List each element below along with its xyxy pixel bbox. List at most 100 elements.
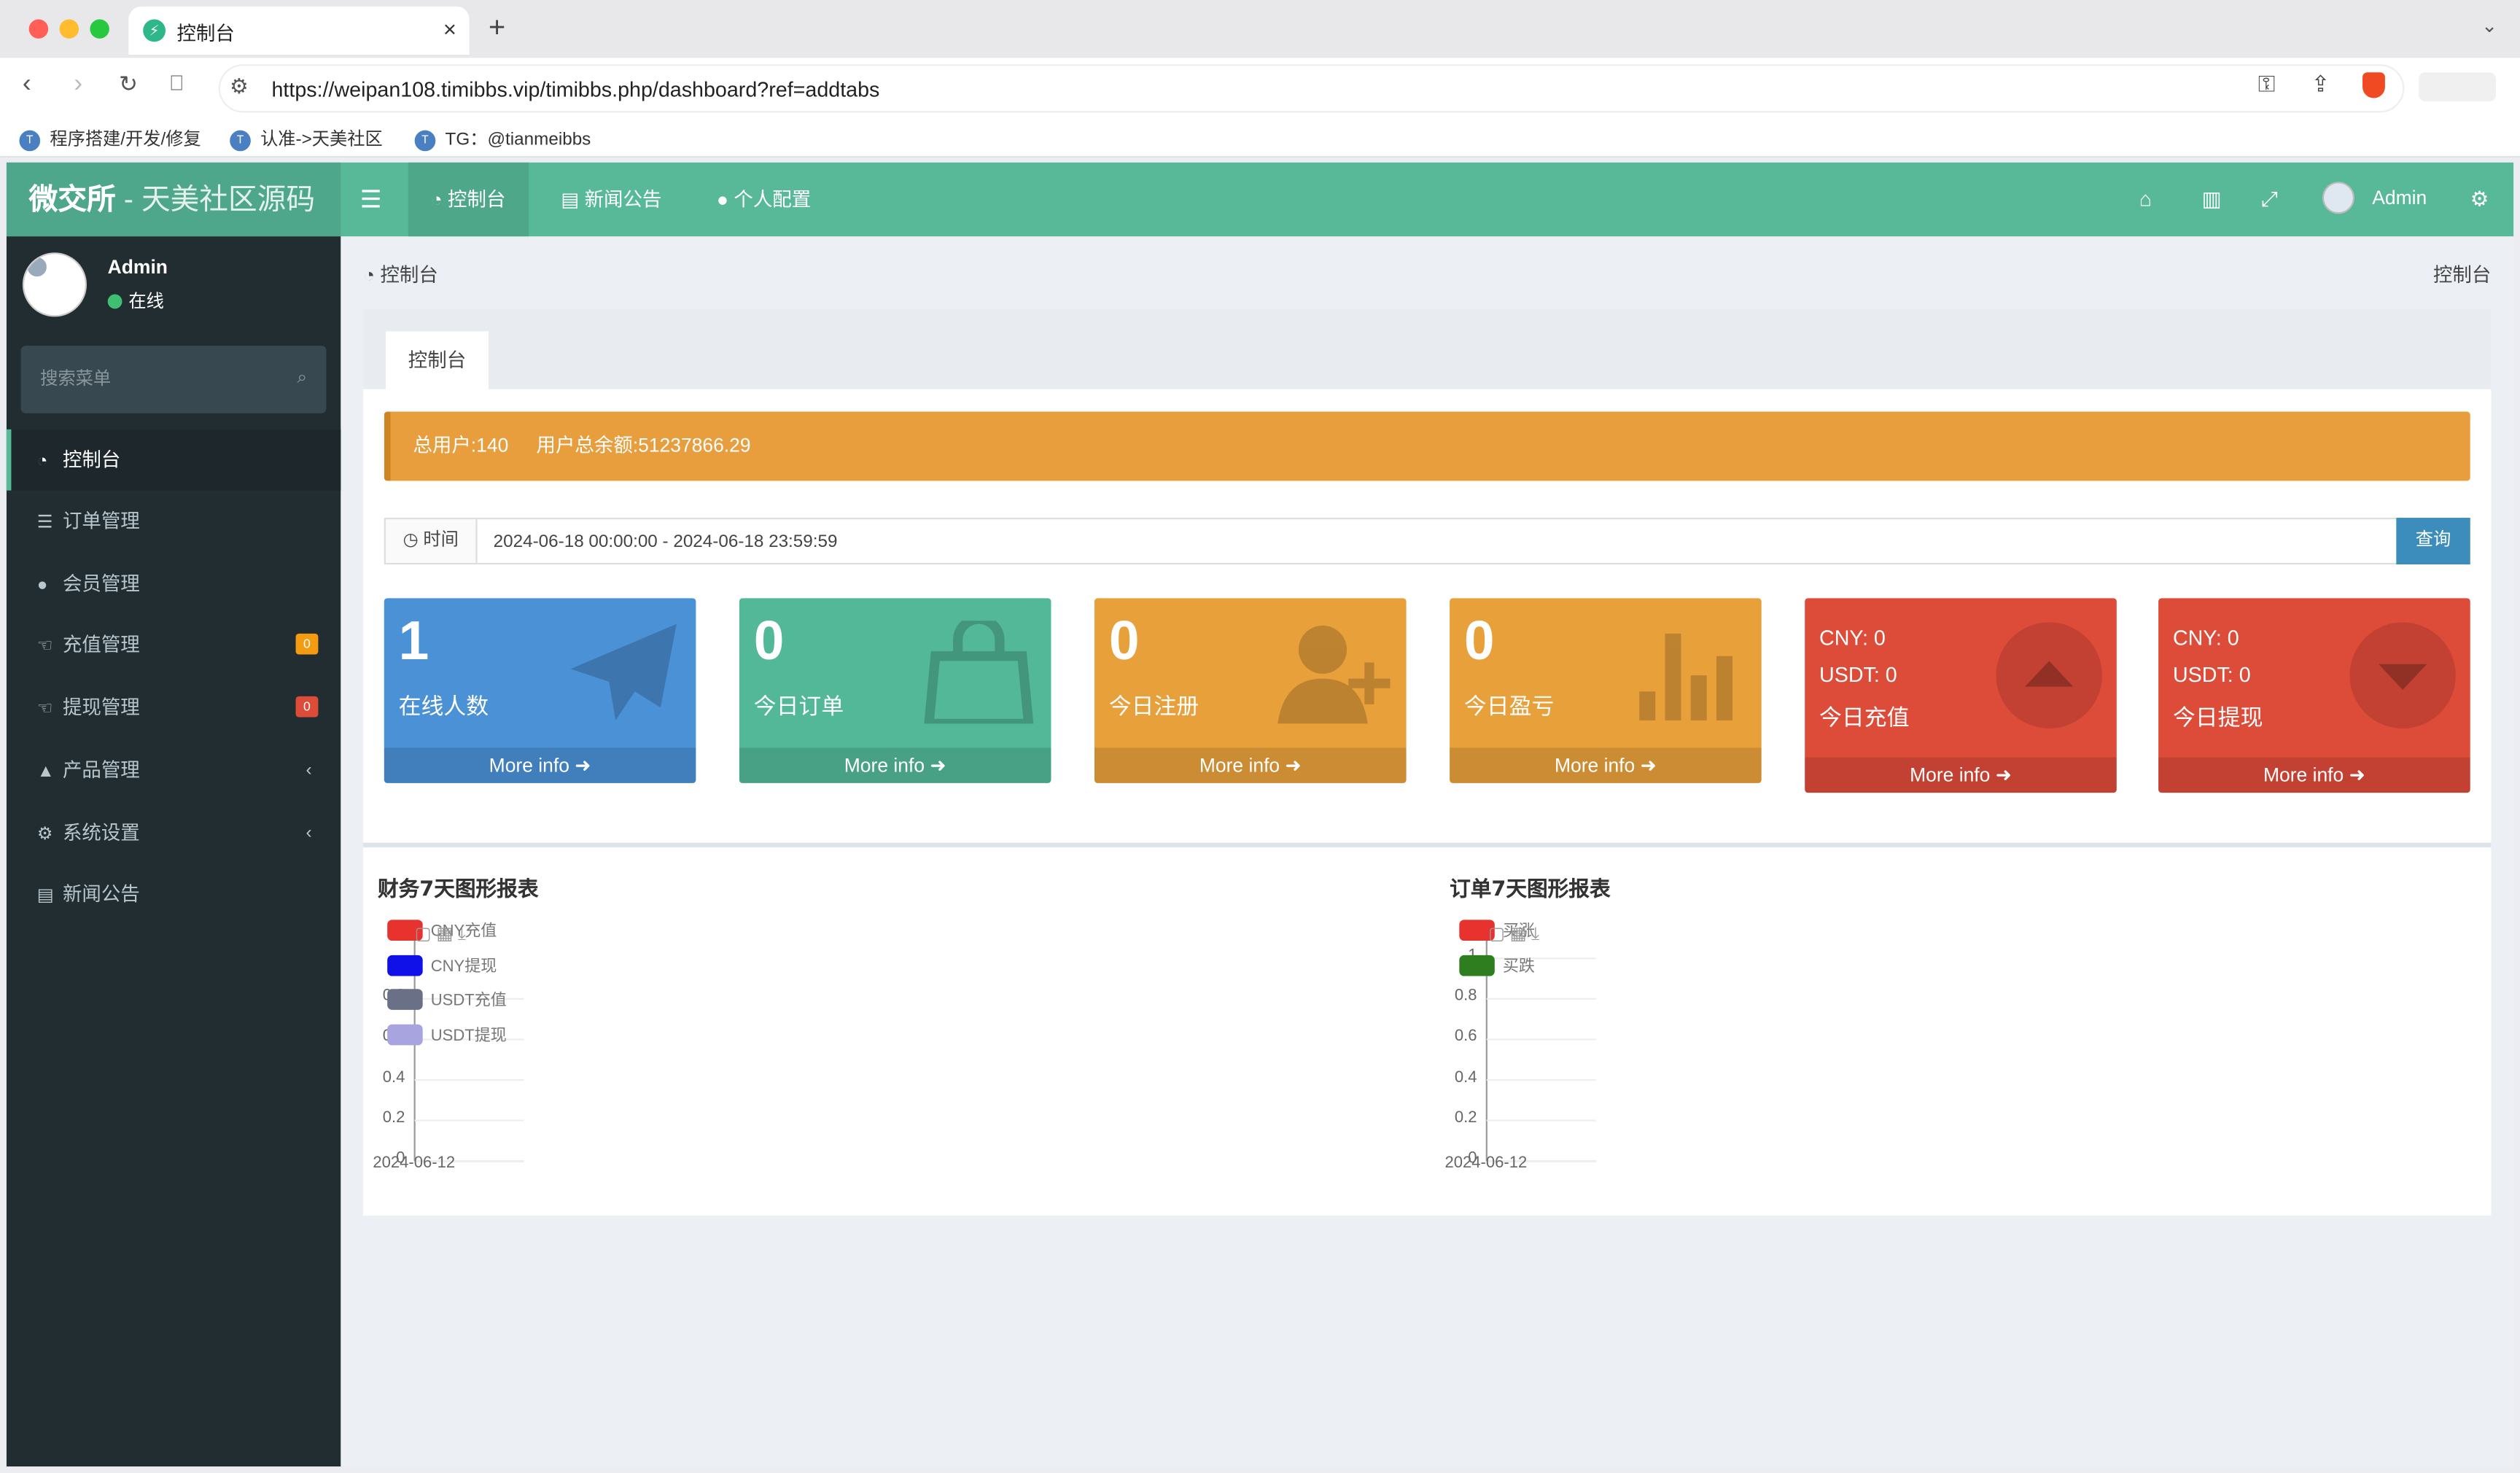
user-plus-icon [1278,625,1391,724]
reload-icon[interactable]: ↻ [119,71,138,97]
sidebar-item-recharge[interactable]: ☜ 充值管理 0 [7,614,341,675]
bookmark-favicon-icon: T [19,129,41,151]
browser-tab[interactable]: ⚡ 控制台 × [128,6,470,55]
sidebar-item-news[interactable]: ▤ 新闻公告 [7,863,341,925]
trash-icon[interactable]: ▥ [2201,186,2222,211]
arrow-circle-right-icon: ➜ [1280,754,1302,777]
stat-today-recharge: CNY: 0 USDT: 0 今日充值 More info ➜ [1805,598,2117,793]
forward-icon[interactable]: › [74,71,83,98]
time-filter: ◷ 时间 查询 [384,518,2470,565]
legend-label: 买涨 [1502,922,1535,941]
new-tab-icon[interactable]: + [489,11,506,44]
menu-search: ⌕ [20,346,327,413]
more-info-link[interactable]: More info ➜ [2158,757,2470,793]
bookmark-icon[interactable]: ⎕ [170,71,183,96]
address-bar[interactable]: ⚙ https://weipan108.timibbs.vip/timibbs.… [218,64,2405,113]
gears-icon[interactable]: ⚙ [2470,186,2489,211]
top-nav-news[interactable]: ▤ 新闻公告 [561,188,662,211]
user-avatar[interactable] [2322,182,2355,214]
download-icon[interactable]: ⤓ [1531,924,1540,944]
y-tick-label: 0.6 [1454,1027,1477,1046]
y-tick-label: 0 [1468,1149,1477,1167]
close-tab-icon[interactable]: × [443,16,456,42]
top-nav-profile[interactable]: ● 个人配置 [717,188,812,211]
total-users: 总用户:140 [413,434,509,457]
top-nav-dashboard[interactable]: ◔ 控制台 [408,162,529,237]
clock-icon: ◷ [402,530,424,551]
stat-label: 今日充值 [1819,704,1910,731]
password-key-icon[interactable]: ⚿ [2258,71,2276,97]
legend-swatch [387,989,423,1010]
fullscreen-icon[interactable]: ⤢ [2261,186,2279,211]
minimize-window-button[interactable] [59,19,79,39]
close-window-button[interactable] [28,19,49,39]
back-icon[interactable]: ‹ [22,71,31,98]
bar-chart-icon [1639,633,1733,720]
download-icon[interactable]: ⤓ [458,924,466,944]
chevron-left-icon: ‹ [306,823,312,843]
sidebar-item-withdraw[interactable]: ☜ 提现管理 0 [7,677,341,738]
query-button[interactable]: 查询 [2396,518,2470,565]
url-text: https://weipan108.timibbs.vip/timibbs.ph… [271,77,880,101]
browser-toolbar: ‹ › ↻ ⎕ ⚙ https://weipan108.timibbs.vip/… [0,58,2520,120]
dashboard-panel: 控制台 总用户:140 用户总余额:51237866.29 ◷ 时间 查询 1 … [363,308,2492,1216]
sidebar-avatar [22,252,88,317]
more-info-link[interactable]: More info ➜ [1450,747,1762,783]
legend-label: 买跌 [1502,957,1535,976]
profile-button[interactable] [2419,72,2496,101]
legend-label: CNY充值 [430,922,497,941]
y-tick-label: 0.8 [1454,987,1477,1006]
top-navbar: 微交所 - 天美社区源码 ☰ ◔ 控制台 ▤ 新闻公告 ● 个人配置 ⌂ ▥ ⤢… [6,162,2514,237]
newspaper-icon: ▤ [36,886,54,906]
online-dot-icon [107,294,122,309]
sidebar-item-settings[interactable]: ⚙ 系统设置 ‹ [7,802,341,863]
chart-toolbox: ▢ ▦ ⤓ [1488,923,1539,946]
home-icon[interactable]: ⌂ [2139,186,2152,211]
legend-entry[interactable]: USDT充值 [387,986,507,1010]
sidebar-item-products[interactable]: ▲ 产品管理 ‹ [7,739,341,801]
legend-entry[interactable]: CNY提现 [387,951,497,976]
site-favicon-icon: ⚡ [143,19,166,42]
y-tick-label: 0.2 [382,1109,405,1127]
arrow-up-circle-icon [1996,622,2102,728]
stat-today-withdraw: CNY: 0 USDT: 0 今日提现 More info ➜ [2158,598,2470,793]
restore-icon[interactable]: ▢ [1488,924,1505,944]
tab-list-chevron-icon[interactable]: ⌄ [2481,14,2498,37]
menu-search-input[interactable] [20,346,279,413]
bookmark-item[interactable]: T TG：@tianmeibbs [414,125,591,151]
recharge-usdt: USDT: 0 [1819,662,1897,687]
legend-entry[interactable]: CNY充值 [387,917,497,941]
legend-entry[interactable]: 买涨 [1459,917,1535,941]
admin-app: 微交所 - 天美社区源码 ☰ ◔ 控制台 ▤ 新闻公告 ● 个人配置 ⌂ ▥ ⤢… [6,162,2514,1467]
arrow-circle-right-icon: ➜ [925,754,946,777]
share-icon[interactable]: ⇪ [2311,71,2330,97]
data-view-icon[interactable]: ▦ [1509,924,1527,944]
recharge-badge: 0 [295,633,319,655]
stat-value: 1 [398,610,429,672]
more-info-link[interactable]: More info ➜ [1805,757,2117,793]
data-view-icon[interactable]: ▦ [436,924,454,944]
more-info-link[interactable]: More info ➜ [1094,747,1407,783]
date-range-input[interactable] [477,519,2398,563]
logo[interactable]: 微交所 - 天美社区源码 [6,162,341,237]
more-info-link[interactable]: More info ➜ [384,747,696,783]
sidebar-item-members[interactable]: ● 会员管理 [7,553,341,615]
site-settings-icon[interactable]: ⚙ [230,74,249,98]
legend-entry[interactable]: 买跌 [1459,951,1535,976]
more-info-link[interactable]: More info ➜ [739,747,1051,783]
brave-shield-icon[interactable] [2362,72,2385,98]
sidebar-item-orders[interactable]: ☰ 订单管理 [7,491,341,552]
user-name[interactable]: Admin [2372,186,2427,209]
legend-entry[interactable]: USDT提现 [387,1020,507,1045]
restore-icon[interactable]: ▢ [414,924,432,944]
sidebar-item-dashboard[interactable]: ◔ 控制台 [6,429,341,491]
bookmark-item[interactable]: T 认准->天美社区 [230,125,383,151]
users-icon: ● [36,575,48,595]
maximize-window-button[interactable] [90,19,109,39]
arrow-circle-right-icon: ➜ [1635,754,1657,777]
search-icon[interactable]: ⌕ [297,368,307,388]
bookmark-item[interactable]: T 程序搭建/开发/修复 [19,125,201,151]
tab-dashboard[interactable]: 控制台 [385,331,489,389]
sidebar-toggle-icon[interactable]: ☰ [359,186,382,214]
finance-chart-x-label: 2024-06-12 [373,1154,456,1173]
